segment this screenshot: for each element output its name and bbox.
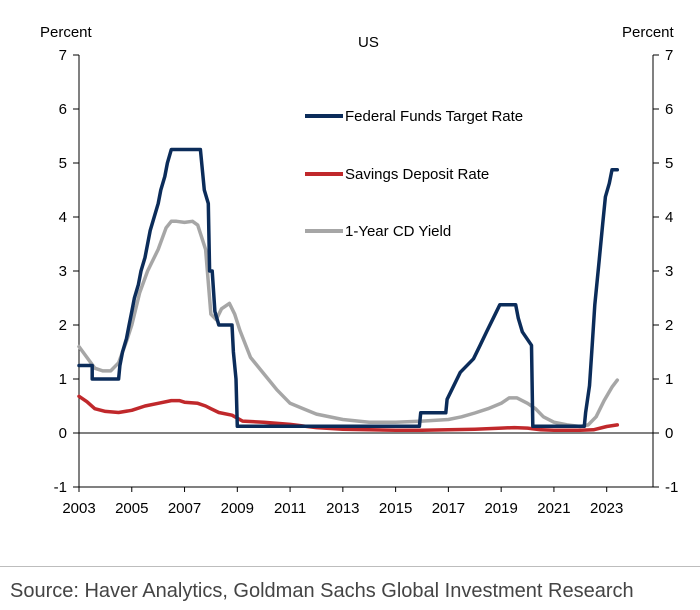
left-tick-label: 3 — [59, 263, 67, 280]
source-note: Source: Haver Analytics, Goldman Sachs G… — [10, 580, 634, 602]
left-axis-title: Percent — [40, 24, 93, 41]
x-tick-label: 2005 — [115, 500, 148, 517]
x-tick-label: 2007 — [168, 500, 201, 517]
left-tick-label: 1 — [59, 371, 67, 388]
right-y-axis: 7 6 5 4 3 2 1 0 -1 — [652, 47, 678, 496]
right-tick-label: 1 — [665, 371, 673, 388]
left-tick-label: 2 — [59, 317, 67, 334]
series-layer — [77, 147, 620, 433]
x-tick-label: 2021 — [537, 500, 570, 517]
left-tick-label: 5 — [59, 155, 67, 172]
legend-label: 1-Year CD Yield — [345, 223, 451, 240]
x-axis: 2003 2005 2007 2009 2011 2013 2015 2017 2019 2021… — [62, 432, 653, 517]
x-tick-label: 2019 — [484, 500, 517, 517]
right-tick-label: -1 — [665, 479, 678, 496]
left-tick-label: 6 — [59, 101, 67, 118]
x-tick-label: 2015 — [379, 500, 412, 517]
right-tick-label: 3 — [665, 263, 673, 280]
x-tick-label: 2011 — [274, 500, 306, 517]
series-line-2 — [77, 219, 620, 429]
series-line-0 — [77, 147, 620, 429]
right-tick-label: 7 — [665, 47, 673, 64]
chart-title: US — [358, 34, 379, 51]
left-tick-label: 0 — [59, 425, 67, 442]
x-tick-label: 2017 — [432, 500, 465, 517]
divider — [0, 566, 700, 567]
legend-label: Federal Funds Target Rate — [345, 108, 523, 125]
left-y-axis: 7 6 5 4 3 2 1 0 -1 — [54, 47, 80, 496]
left-tick-label: -1 — [54, 479, 67, 496]
right-tick-label: 2 — [665, 317, 673, 334]
x-tick-label: 2003 — [62, 500, 95, 517]
right-tick-label: 5 — [665, 155, 673, 172]
legend: Federal Funds Target Rate Savings Deposit… — [305, 108, 523, 240]
right-tick-label: 6 — [665, 101, 673, 118]
right-tick-label: 0 — [665, 425, 673, 442]
legend-label: Savings Deposit Rate — [345, 166, 489, 183]
series-line-1 — [77, 394, 620, 433]
x-tick-label: 2013 — [326, 500, 359, 517]
x-tick-label: 2023 — [590, 500, 623, 517]
right-tick-label: 4 — [665, 209, 673, 226]
left-tick-label: 7 — [59, 47, 67, 64]
x-tick-label: 2009 — [221, 500, 254, 517]
left-tick-label: 4 — [59, 209, 67, 226]
right-axis-title: Percent — [622, 24, 675, 41]
